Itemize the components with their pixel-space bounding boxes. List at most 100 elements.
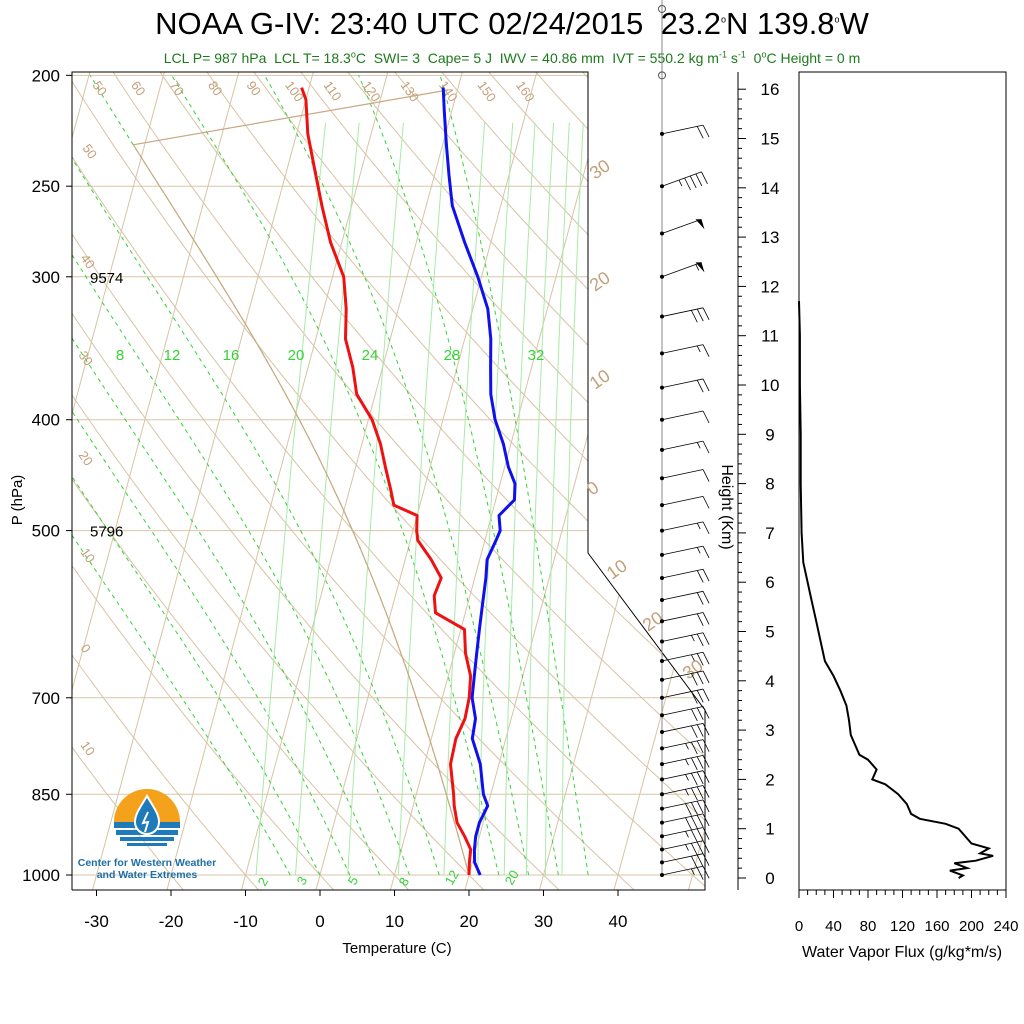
- wind-barb-flag: [696, 814, 704, 828]
- dry-adiabat-label: 50: [90, 78, 111, 98]
- mixing-ratio-bottom-label: 8: [396, 875, 413, 889]
- dry-adiabat-label: 150: [475, 78, 500, 104]
- wind-barb-flag: [702, 688, 710, 702]
- wind-barb-flag: [690, 673, 698, 686]
- wind-barb-staff: [661, 521, 704, 531]
- wind-barb-staff: [661, 171, 702, 187]
- wind-barb-halfflag: [685, 758, 689, 766]
- wind-barb-staff: [661, 410, 704, 421]
- wind-barb-flag: [702, 840, 710, 853]
- isotherm-label: 10: [78, 545, 99, 565]
- wind-barb-staff: [661, 440, 704, 451]
- mixing-ratio-top-label: 32: [528, 347, 545, 364]
- wind-barb-halfflag: [696, 547, 701, 554]
- dry-adiabat-line: [338, 72, 705, 890]
- dry-adiabat-line: [72, 72, 705, 890]
- wind-barb-flag: [702, 612, 710, 625]
- calm-wind-circle: [658, 4, 666, 13]
- dry-adiabat-line: [179, 72, 705, 890]
- wind-barb-flag: [696, 379, 704, 393]
- wind-barb-flag: [696, 672, 704, 685]
- wind-barb-pennant: [695, 219, 705, 230]
- flux-x-tick-label: 80: [860, 918, 877, 935]
- wind-barb-flag: [690, 787, 698, 801]
- wind-barb-flag: [702, 591, 710, 604]
- wind-barb-staff: [661, 632, 704, 642]
- wind-barb-flag: [690, 773, 698, 786]
- moist-adiabat-line: [72, 75, 351, 876]
- wind-barb-staff: [661, 755, 704, 765]
- wind-barb-staff: [661, 651, 704, 662]
- wind-barb-staff: [661, 799, 704, 810]
- dry-adiabat-label: 110: [321, 78, 345, 104]
- dry-adiabat-line: [72, 72, 705, 890]
- y-tick-label: 200: [32, 66, 60, 85]
- dry-adiabat-line: [72, 72, 192, 890]
- wind-barb-halfflag: [685, 774, 689, 781]
- isotherm-line: [72, 72, 190, 890]
- moist-adiabat-line: [171, 75, 500, 876]
- wind-barb-staff: [661, 739, 704, 749]
- wind-barb-flag: [702, 307, 710, 321]
- wind-barb-halfflag: [685, 743, 689, 750]
- flux-x-axis-label: Water Vapor Flux (g/kg*m/s): [802, 944, 1002, 961]
- wind-barb-halfflag: [690, 868, 695, 875]
- flux-x-tick-label: 240: [993, 918, 1018, 935]
- wind-barb-staff: [661, 840, 704, 850]
- isotherm-line: [72, 72, 115, 890]
- flux-x-tick-label: 40: [825, 918, 842, 935]
- wind-barb-flag: [702, 344, 710, 357]
- skewt-background-lines: [72, 72, 705, 890]
- y-tick-label: 850: [32, 785, 60, 804]
- chart-subtitle: LCL P= 987 hPa LCL T= 18.3oC SWI= 3 Cape…: [163, 49, 861, 66]
- wind-barb-flag: [696, 633, 704, 647]
- wind-barb-flag: [690, 310, 698, 323]
- mixing-ratio-top-label: 16: [223, 347, 240, 364]
- mixing-ratio-line: [503, 122, 536, 876]
- wind-barb-column: [658, 0, 710, 880]
- mixing-ratio-top-label: 8: [116, 347, 124, 364]
- isotherm-right-label: 20: [586, 267, 614, 295]
- wind-barb-flag: [685, 803, 692, 816]
- wind-barb-flag: [696, 740, 704, 754]
- wind-barb-flag: [690, 829, 698, 843]
- isotherm-line: [610, 72, 705, 890]
- x-tick-label: -20: [159, 912, 184, 931]
- y-axis-label: P (hPa): [9, 475, 26, 526]
- parcel-path-line: [132, 89, 470, 876]
- wind-barb-flag: [690, 708, 698, 722]
- wind-barb-halfflag: [690, 635, 695, 642]
- wind-barb-flag: [702, 739, 710, 752]
- wind-barb-flag: [685, 817, 692, 830]
- mixing-ratio-top-label: 24: [362, 347, 379, 364]
- wind-barb-staff: [661, 853, 704, 863]
- wind-barb-flag: [702, 827, 710, 840]
- wind-barb-flag: [696, 786, 704, 799]
- isotherm-label: 10: [78, 738, 99, 758]
- wind-barb-flag: [690, 816, 698, 829]
- wind-barb-halfflag: [690, 654, 695, 661]
- flux-x-tick-label: 0: [795, 918, 803, 935]
- wind-barb-flag: [690, 725, 698, 739]
- wind-barb-flag: [702, 813, 710, 827]
- height-tick-label: 11: [761, 327, 779, 346]
- mixing-ratio-bottom-label: 12: [442, 867, 462, 887]
- wind-barb-flag: [696, 126, 704, 139]
- dry-adiabat-line: [100, 72, 705, 890]
- mixing-ratio-line: [295, 122, 360, 876]
- wind-barb-flag: [696, 756, 704, 769]
- wind-barb-staff: [661, 813, 704, 824]
- wind-barb-flag: [702, 545, 710, 559]
- wind-barb-flag: [696, 854, 704, 868]
- skewt-axes: 1001502002503004005007008501000-30-20-10…: [9, 66, 627, 957]
- mixing-ratio-line: [347, 122, 404, 876]
- moist-adiabat-line: [72, 75, 381, 876]
- y-tick-label: 500: [32, 522, 60, 541]
- moist-adiabat-line: [72, 75, 410, 876]
- wind-barb-halfflag: [696, 522, 701, 530]
- wind-barb-flag: [690, 741, 698, 755]
- dry-adiabat-label: 60: [128, 78, 149, 98]
- height-tick-label: 7: [765, 524, 774, 543]
- wind-barb-staff: [661, 827, 704, 837]
- height-tick-label: 5: [765, 623, 774, 642]
